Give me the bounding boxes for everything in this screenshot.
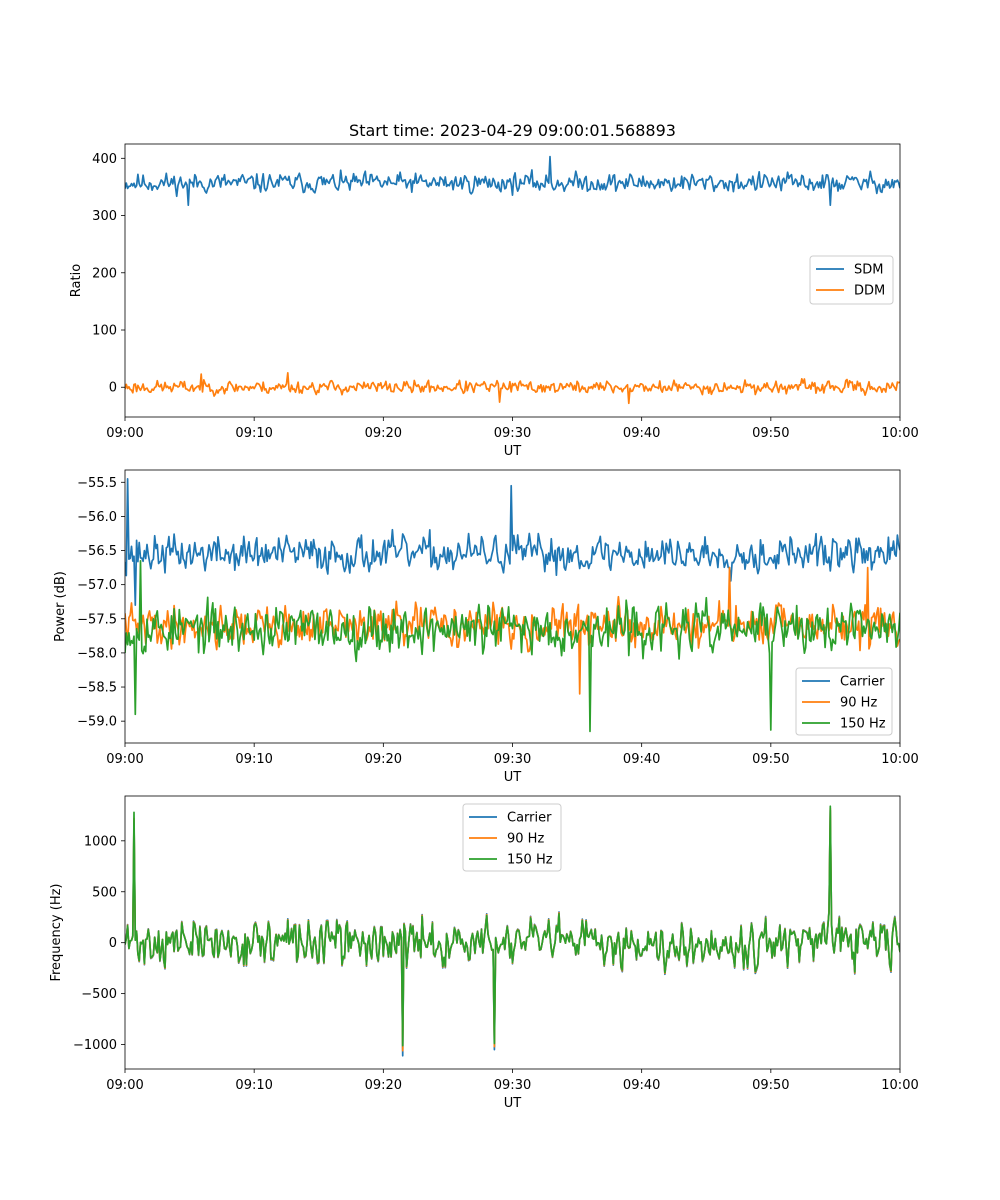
legend-label: 150 Hz — [507, 853, 553, 868]
x-axis-label: UT — [504, 1096, 522, 1111]
chart-title: Start time: 2023-04-29 09:00:01.568893 — [349, 121, 676, 140]
y-tick-label: −59.0 — [77, 715, 117, 730]
x-tick-label: 09:40 — [623, 752, 660, 767]
y-tick-label: −58.0 — [77, 646, 117, 661]
legend-box — [809, 255, 894, 305]
y-tick-label: 300 — [92, 209, 117, 224]
x-tick-label: 09:00 — [106, 752, 143, 767]
x-tick-label: 09:20 — [365, 1078, 402, 1093]
axes-frame — [124, 795, 901, 1070]
x-tick-label: 09:40 — [623, 426, 660, 441]
y-tick-label: 500 — [92, 885, 117, 900]
frequency-panel: UT Frequency (Hz) 09:00 09:10 09:20 09:30 09… — [49, 795, 919, 1111]
x-tick-label: 09:50 — [752, 752, 789, 767]
y-tick-label: 100 — [92, 324, 117, 339]
x-tick-label: 10:00 — [881, 752, 918, 767]
plot-area — [124, 143, 901, 418]
x-tick-label: 09:10 — [235, 1078, 272, 1093]
x-tick-label: 10:00 — [881, 1078, 918, 1093]
x-tick-label: 09:40 — [623, 1078, 660, 1093]
x-tick-label: 09:50 — [752, 1078, 789, 1093]
x-tick-label: 09:00 — [106, 1078, 143, 1093]
plot-area — [124, 795, 901, 1070]
legend-box — [795, 667, 893, 736]
legend-label: Carrier — [507, 811, 552, 826]
y-tick-label: −500 — [81, 987, 117, 1002]
ratio-panel: Start time: 2023-04-29 09:00:01.568893 U… — [69, 121, 919, 459]
series-line — [125, 155, 900, 207]
legend-label: Carrier — [840, 675, 885, 690]
legend: Carrier 90 Hz 150 Hz — [795, 667, 893, 736]
legend: Carrier 90 Hz 150 Hz — [462, 803, 562, 872]
y-tick-label: 200 — [92, 266, 117, 281]
x-tick-label: 09:30 — [494, 426, 531, 441]
x-tick-label: 09:30 — [494, 1078, 531, 1093]
series-line — [125, 478, 900, 606]
y-axis-label: Frequency (Hz) — [49, 883, 64, 981]
axes-frame — [124, 469, 901, 744]
y-tick-label: 1000 — [84, 834, 117, 849]
power-panel: UT Power (dB) 09:00 09:10 09:20 09:30 09:40 0… — [53, 469, 919, 785]
tick-layer: 09:00 09:10 09:20 09:30 09:40 09:50 10:00 0 100 2… — [92, 152, 919, 441]
y-axis-label: Power (dB) — [53, 571, 68, 642]
x-axis-label: UT — [504, 444, 522, 459]
x-tick-label: 09:00 — [106, 426, 143, 441]
x-tick-label: 09:10 — [235, 752, 272, 767]
legend-label: 90 Hz — [507, 832, 544, 847]
legend-label: SDM — [854, 263, 883, 278]
plot-area — [124, 469, 901, 744]
legend-label: DDM — [854, 284, 885, 299]
legend: SDM DDM — [809, 255, 894, 305]
legend-label: 150 Hz — [840, 717, 886, 732]
y-tick-label: 400 — [92, 152, 117, 167]
y-tick-label: −57.5 — [77, 612, 117, 627]
tick-layer: 09:00 09:10 09:20 09:30 09:40 09:50 10:00 −59.0… — [77, 476, 919, 767]
series-line — [125, 372, 900, 405]
x-tick-label: 09:30 — [494, 752, 531, 767]
y-tick-label: −57.0 — [77, 578, 117, 593]
series-line — [125, 805, 900, 1047]
x-tick-label: 09:20 — [365, 752, 402, 767]
x-axis-label: UT — [504, 770, 522, 785]
x-tick-label: 09:10 — [235, 426, 272, 441]
y-tick-label: −1000 — [73, 1038, 117, 1053]
x-tick-label: 09:50 — [752, 426, 789, 441]
x-tick-label: 10:00 — [881, 426, 918, 441]
legend-box — [462, 803, 562, 872]
tick-layer: 09:00 09:10 09:20 09:30 09:40 09:50 10:00 −1000… — [73, 834, 919, 1093]
y-tick-label: −56.0 — [77, 510, 117, 525]
y-tick-label: 0 — [109, 381, 117, 396]
y-tick-label: −58.5 — [77, 681, 117, 696]
series-line — [125, 559, 900, 733]
y-axis-label: Ratio — [69, 264, 84, 297]
axes-frame — [124, 143, 901, 418]
y-tick-label: 0 — [109, 936, 117, 951]
x-tick-label: 09:20 — [365, 426, 402, 441]
y-tick-label: −56.5 — [77, 544, 117, 559]
legend-label: 90 Hz — [840, 696, 877, 711]
y-tick-label: −55.5 — [77, 476, 117, 491]
